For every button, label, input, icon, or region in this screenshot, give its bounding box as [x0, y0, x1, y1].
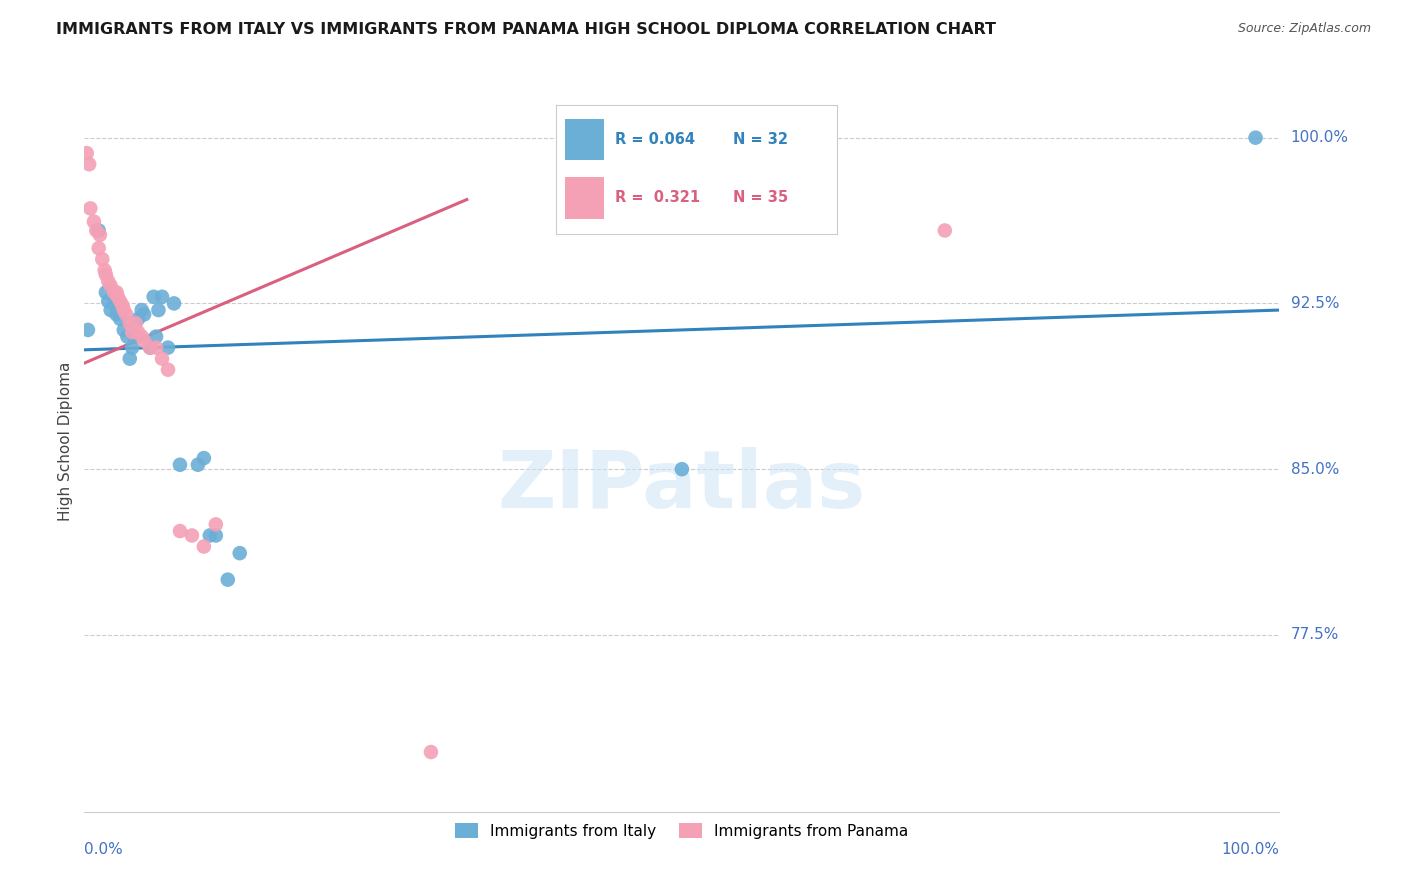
Point	[163, 296, 186, 310]
Point	[229, 546, 252, 560]
Point	[110, 294, 132, 309]
Point	[112, 303, 135, 318]
Point	[94, 285, 117, 300]
Point	[124, 329, 146, 343]
Point	[91, 252, 114, 267]
Point	[105, 308, 128, 322]
Point	[187, 458, 209, 472]
Point	[105, 285, 128, 300]
Point	[132, 334, 156, 348]
Point	[150, 351, 173, 366]
Point	[100, 303, 122, 318]
Point	[118, 316, 141, 330]
Point	[127, 325, 149, 339]
Point	[89, 227, 111, 242]
Y-axis label: High School Diploma: High School Diploma	[58, 362, 73, 521]
Text: Source: ZipAtlas.com: Source: ZipAtlas.com	[1237, 22, 1371, 36]
Text: IMMIGRANTS FROM ITALY VS IMMIGRANTS FROM PANAMA HIGH SCHOOL DIPLOMA CORRELATION : IMMIGRANTS FROM ITALY VS IMMIGRANTS FROM…	[56, 22, 997, 37]
Point	[169, 524, 191, 538]
Point	[145, 341, 167, 355]
Point	[97, 294, 120, 309]
Point	[94, 268, 117, 282]
Point	[193, 451, 215, 466]
Point	[142, 290, 165, 304]
Point	[76, 146, 98, 161]
Point	[93, 263, 115, 277]
Text: 92.5%: 92.5%	[1291, 296, 1339, 311]
Point	[110, 311, 132, 326]
Point	[420, 745, 443, 759]
Point	[157, 341, 180, 355]
Point	[118, 351, 141, 366]
Point	[198, 528, 221, 542]
Point	[157, 362, 180, 376]
Point	[79, 202, 101, 216]
Point	[205, 517, 228, 532]
Point	[103, 285, 125, 300]
Point	[131, 303, 153, 318]
Point	[97, 274, 120, 288]
Point	[111, 299, 134, 313]
Point	[127, 311, 149, 326]
Point	[115, 308, 138, 322]
Point	[77, 157, 100, 171]
Point	[121, 325, 143, 339]
Text: 85.0%: 85.0%	[1291, 462, 1339, 476]
Point	[107, 290, 129, 304]
Text: 0.0%: 0.0%	[84, 842, 124, 857]
Point	[148, 303, 170, 318]
Point	[131, 329, 153, 343]
Point	[87, 241, 110, 255]
Point	[205, 528, 228, 542]
Point	[117, 329, 139, 343]
Text: 77.5%: 77.5%	[1291, 627, 1339, 642]
Point	[112, 323, 135, 337]
Point	[83, 214, 105, 228]
Point	[103, 296, 125, 310]
Point	[132, 308, 156, 322]
Point	[181, 528, 204, 542]
Point	[145, 329, 167, 343]
Point	[86, 223, 108, 237]
Point	[87, 223, 110, 237]
Point	[139, 341, 162, 355]
Point	[671, 462, 693, 476]
Text: 100.0%: 100.0%	[1222, 842, 1279, 857]
Text: 100.0%: 100.0%	[1291, 130, 1348, 145]
Point	[934, 223, 956, 237]
Point	[139, 341, 162, 355]
Point	[169, 458, 191, 472]
Point	[193, 540, 215, 554]
Legend: Immigrants from Italy, Immigrants from Panama: Immigrants from Italy, Immigrants from P…	[449, 816, 915, 845]
Point	[100, 278, 122, 293]
Point	[121, 341, 143, 355]
Point	[125, 316, 148, 330]
Point	[150, 290, 173, 304]
Point	[1244, 130, 1267, 145]
Point	[77, 323, 100, 337]
Point	[217, 573, 239, 587]
Text: ZIPatlas: ZIPatlas	[498, 447, 866, 525]
